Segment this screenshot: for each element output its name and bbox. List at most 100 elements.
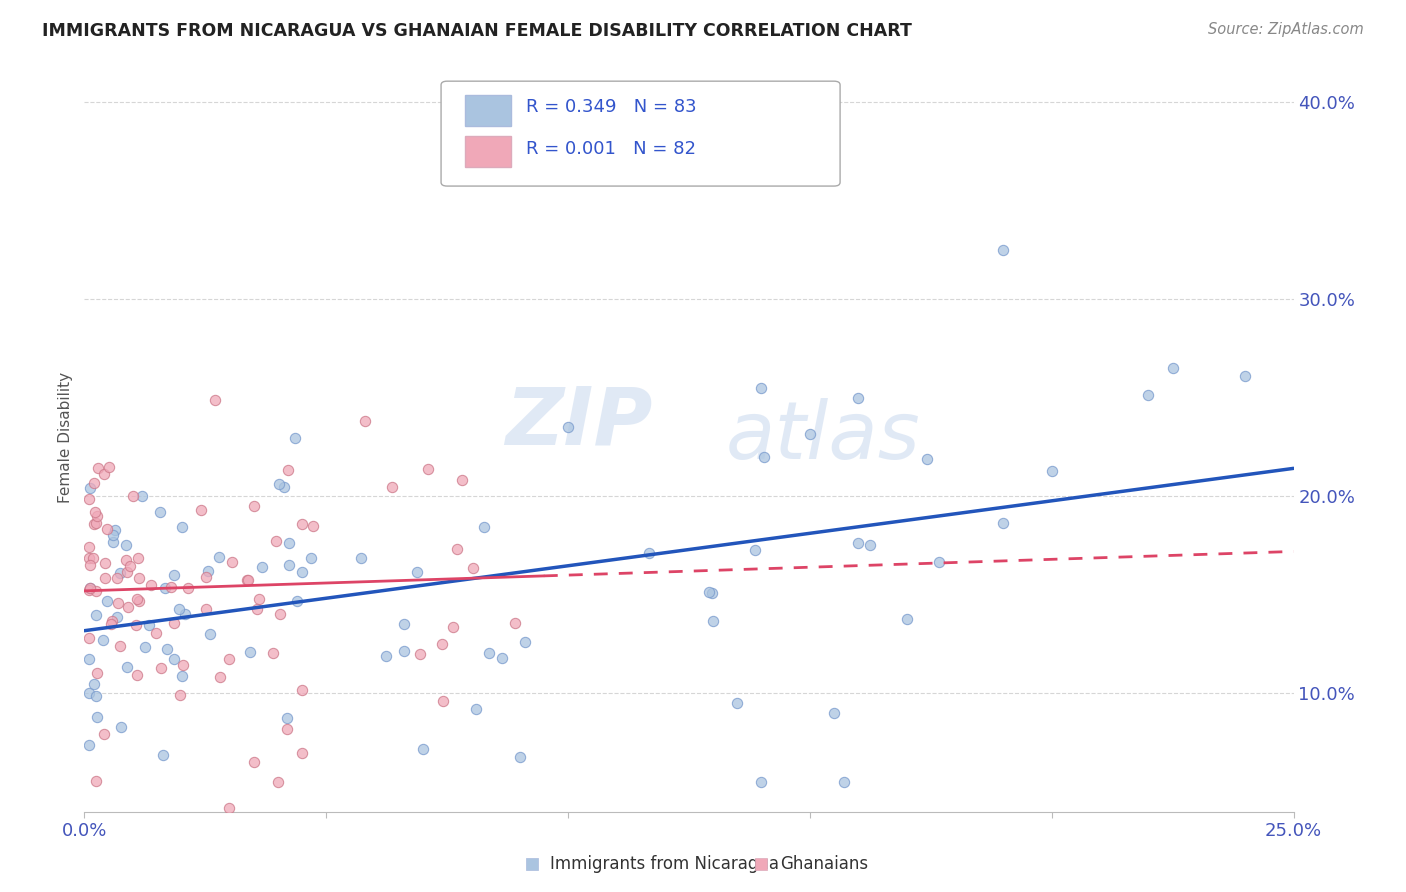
Point	[77, 583, 100, 598]
Point	[121, 489, 143, 503]
Point	[149, 661, 172, 675]
Text: R = 0.001   N = 82: R = 0.001 N = 82	[526, 140, 696, 158]
Point	[77, 631, 100, 645]
Point	[915, 452, 938, 467]
Point	[285, 593, 308, 607]
Point	[107, 595, 129, 609]
Point	[115, 553, 138, 567]
Point	[131, 489, 153, 503]
Point	[149, 505, 172, 519]
Point	[79, 558, 101, 573]
Point	[515, 635, 537, 649]
Point	[221, 555, 243, 569]
Point	[86, 509, 108, 524]
Point	[441, 620, 464, 634]
Point	[209, 670, 232, 684]
Text: Ghanaians: Ghanaians	[780, 855, 868, 873]
Point	[392, 644, 415, 658]
Point	[93, 727, 115, 741]
Point	[177, 581, 200, 595]
Point	[84, 505, 107, 519]
Point	[832, 775, 855, 789]
Point	[77, 738, 100, 752]
Point	[127, 667, 149, 681]
Point	[503, 615, 526, 630]
Point	[198, 626, 221, 640]
Y-axis label: Female Disability: Female Disability	[58, 371, 73, 503]
FancyBboxPatch shape	[441, 81, 841, 186]
Point	[96, 594, 118, 608]
Point	[127, 592, 149, 607]
Point	[250, 560, 273, 574]
Point	[238, 573, 260, 587]
Point	[262, 646, 284, 660]
Point	[896, 612, 918, 626]
Bar	[465, 95, 512, 126]
Point	[242, 499, 264, 513]
Point	[79, 481, 101, 495]
Point	[269, 477, 291, 491]
Point	[100, 616, 122, 631]
Point	[174, 607, 197, 621]
Point	[134, 640, 156, 654]
Point	[246, 602, 269, 616]
Point	[751, 381, 773, 395]
Point	[276, 711, 298, 725]
Point	[299, 551, 322, 566]
Point	[115, 538, 138, 552]
Point	[993, 243, 1015, 257]
Point	[450, 473, 472, 487]
Point	[993, 516, 1015, 530]
Point	[823, 706, 845, 720]
Point	[491, 650, 513, 665]
Point	[77, 550, 100, 565]
Point	[291, 566, 314, 580]
Text: IMMIGRANTS FROM NICARAGUA VS GHANAIAN FEMALE DISABILITY CORRELATION CHART: IMMIGRANTS FROM NICARAGUA VS GHANAIAN FE…	[42, 22, 912, 40]
Point	[93, 467, 115, 482]
Point	[105, 571, 128, 585]
Text: R = 0.349   N = 83: R = 0.349 N = 83	[526, 98, 696, 116]
Point	[392, 617, 415, 632]
Point	[463, 561, 485, 575]
Point	[172, 657, 194, 672]
Point	[100, 614, 122, 628]
Point	[152, 747, 174, 762]
Point	[1234, 368, 1257, 383]
Point	[172, 669, 194, 683]
Point	[163, 652, 186, 666]
Point	[236, 574, 259, 588]
Point	[195, 602, 218, 616]
Point	[163, 567, 186, 582]
Point	[381, 480, 404, 494]
Point	[84, 583, 107, 598]
Point	[84, 608, 107, 623]
Point	[846, 391, 869, 405]
Point	[83, 517, 105, 532]
Point	[432, 694, 454, 708]
Point	[79, 581, 101, 595]
Point	[416, 461, 439, 475]
Point	[406, 565, 429, 579]
Text: ZIP: ZIP	[505, 383, 652, 461]
Point	[264, 533, 287, 548]
Point	[218, 652, 240, 666]
Point	[725, 696, 748, 710]
Point	[208, 549, 231, 564]
Point	[83, 476, 105, 491]
Point	[77, 492, 100, 507]
Text: Immigrants from Nicaragua: Immigrants from Nicaragua	[550, 855, 779, 873]
Point	[160, 580, 183, 594]
Point	[110, 720, 132, 734]
Point	[105, 610, 128, 624]
Point	[509, 749, 531, 764]
Point	[291, 682, 314, 697]
Point	[127, 550, 149, 565]
Point	[1161, 361, 1184, 376]
Point	[928, 556, 950, 570]
Point	[115, 659, 138, 673]
Point	[247, 591, 270, 606]
Point	[170, 519, 193, 533]
Point	[86, 689, 108, 703]
Point	[1040, 464, 1063, 478]
Point	[204, 393, 226, 408]
